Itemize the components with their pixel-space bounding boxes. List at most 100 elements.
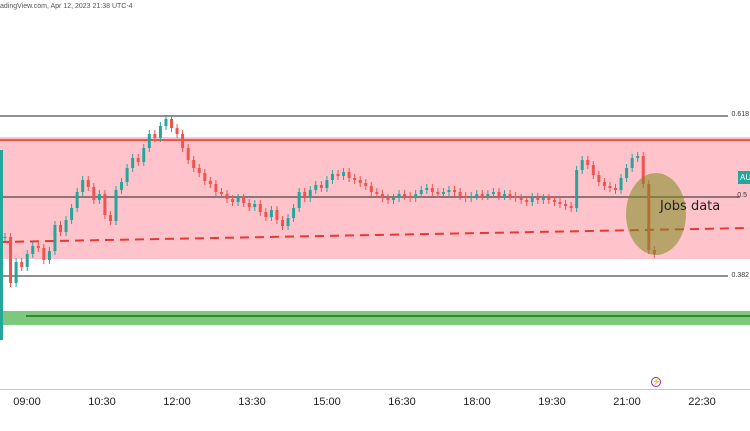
candle-body xyxy=(458,192,462,196)
candle-body xyxy=(219,192,223,194)
price-tag: AU xyxy=(738,171,750,184)
candle-body xyxy=(286,218,290,226)
candle-body xyxy=(353,178,357,180)
candle-body xyxy=(170,119,173,128)
candle-body xyxy=(147,134,151,148)
candle-body xyxy=(303,192,307,198)
candle-body xyxy=(330,174,334,180)
candle-body xyxy=(3,237,7,238)
candle-body xyxy=(619,178,623,190)
candle-body xyxy=(491,192,495,194)
xtick-1800: 18:00 xyxy=(463,396,491,408)
candle-body xyxy=(53,225,57,251)
candle-body xyxy=(514,196,518,198)
candle-body xyxy=(47,251,51,260)
candle-body xyxy=(31,246,35,254)
candle-body xyxy=(558,202,562,204)
candle-body xyxy=(0,150,3,340)
candle-body xyxy=(242,198,246,203)
candle-body xyxy=(486,194,490,196)
candle-body xyxy=(453,190,457,192)
candle-body xyxy=(597,175,601,182)
time-axis[interactable]: 09:00 10:30 12:00 13:30 15:00 16:30 18:0… xyxy=(0,389,750,431)
candle-body xyxy=(103,194,107,215)
candle-body xyxy=(314,185,318,190)
candle-body xyxy=(519,198,523,200)
candle-body xyxy=(536,197,540,200)
candle-body xyxy=(364,183,368,186)
jobs-ellipse xyxy=(626,173,686,255)
candle-body xyxy=(469,196,473,198)
candle-body xyxy=(281,220,284,226)
candle-body xyxy=(475,194,479,196)
chart-header: adingView.com, Apr 12, 2023 21:38 UTC-4 xyxy=(0,3,133,10)
candle-body xyxy=(308,190,312,198)
xtick-1330: 13:30 xyxy=(238,396,266,408)
candle-body xyxy=(636,156,640,158)
candle-body xyxy=(369,186,373,192)
candle-body xyxy=(131,158,135,168)
candle-body xyxy=(92,187,96,200)
candle-body xyxy=(42,248,46,260)
candle-body xyxy=(641,156,645,184)
candle-body xyxy=(403,194,407,196)
candle-body xyxy=(325,180,329,188)
candle-body xyxy=(236,198,240,202)
candle-body xyxy=(425,188,429,190)
candle-body xyxy=(164,119,168,126)
candle-body xyxy=(380,194,384,198)
candle-body xyxy=(575,170,579,208)
candle-body xyxy=(136,158,140,162)
fib-label-0618: 0.618 xyxy=(731,111,749,118)
candle-body xyxy=(430,188,434,192)
candle-body xyxy=(591,165,595,175)
candle-body xyxy=(336,174,340,176)
candle-body xyxy=(569,206,573,208)
candle-body xyxy=(503,194,506,196)
candle-body xyxy=(264,212,268,217)
candle-body xyxy=(397,194,401,198)
jobs-data-label: Jobs data xyxy=(660,199,721,214)
candle-body xyxy=(186,148,190,160)
candle-body xyxy=(580,160,584,170)
candle-body xyxy=(319,185,323,188)
candle-body xyxy=(75,192,79,208)
xtick-2100: 21:00 xyxy=(613,396,641,408)
candle-body xyxy=(386,198,390,200)
candle-body xyxy=(297,192,301,208)
candle-body xyxy=(142,148,146,162)
candle-body xyxy=(608,186,612,188)
xtick-1630: 16:30 xyxy=(388,396,416,408)
candle-body xyxy=(541,198,545,200)
lightning-icon[interactable]: ⚡ xyxy=(651,377,661,387)
candle-body xyxy=(9,237,13,283)
candle-body xyxy=(225,194,229,199)
candle-body xyxy=(231,199,235,202)
trend-dashed-line xyxy=(0,227,750,243)
candle-body xyxy=(14,262,18,283)
candle-body xyxy=(525,200,529,202)
candle-body xyxy=(175,128,179,134)
candle-body xyxy=(530,197,534,202)
candle-body xyxy=(153,134,157,138)
candle-body xyxy=(508,194,512,196)
candle-body xyxy=(292,208,296,218)
candle-body xyxy=(25,254,29,267)
candle-body xyxy=(203,173,207,181)
xtick-0900: 09:00 xyxy=(13,396,41,408)
xtick-1930: 19:30 xyxy=(538,396,566,408)
candle-body xyxy=(630,158,634,168)
candle-body xyxy=(108,215,112,221)
candle-body xyxy=(97,194,101,200)
candle-body xyxy=(253,204,257,207)
candle-body xyxy=(120,182,124,190)
fib-label-05: 0.5 xyxy=(737,192,747,199)
candle-body xyxy=(447,190,451,192)
xtick-1200: 12:00 xyxy=(163,396,191,408)
candle-body xyxy=(247,203,251,207)
candle-body xyxy=(114,190,118,221)
candle-body xyxy=(81,180,85,192)
candle-body xyxy=(86,180,90,187)
